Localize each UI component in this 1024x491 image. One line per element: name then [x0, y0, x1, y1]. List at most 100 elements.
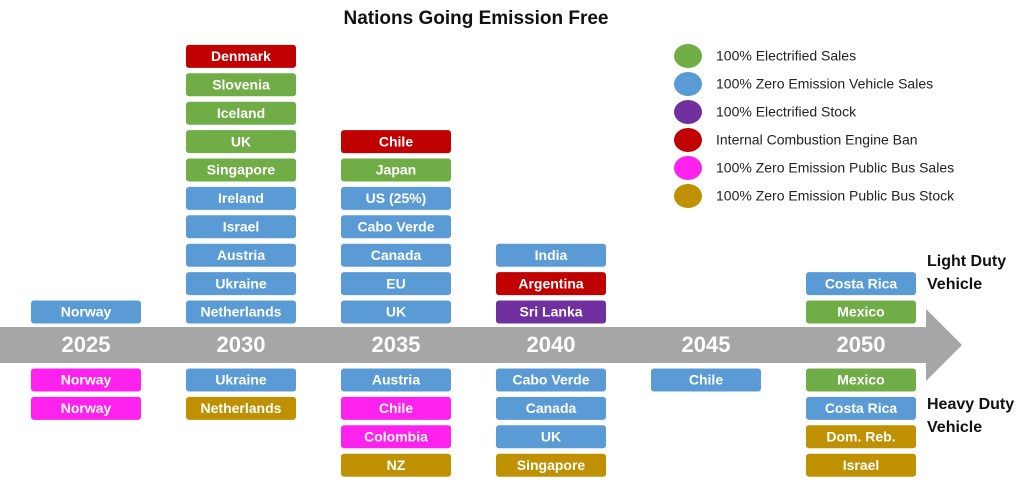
country-box	[186, 73, 296, 97]
country-box	[186, 101, 296, 125]
country-box	[496, 396, 606, 420]
country-box	[341, 368, 451, 392]
country-label: Israel	[843, 457, 880, 473]
country-label: UK	[231, 133, 251, 149]
country-box	[341, 186, 451, 210]
legend-label: 100% Zero Emission Public Bus Stock	[716, 188, 955, 204]
year-label: 2030	[217, 332, 266, 357]
country-label: Chile	[379, 400, 413, 416]
country-label: Chile	[379, 133, 413, 149]
country-label: Chile	[689, 372, 723, 388]
heavy-duty-label: Vehicle	[927, 419, 982, 436]
country-box	[806, 368, 916, 392]
country-box	[186, 300, 296, 324]
country-box	[341, 158, 451, 182]
country-label: Austria	[217, 247, 265, 263]
country-box	[806, 425, 916, 449]
country-box	[341, 396, 451, 420]
country-box	[341, 130, 451, 154]
country-label: US (25%)	[366, 190, 427, 206]
country-box	[496, 368, 606, 392]
country-box	[186, 396, 296, 420]
country-label: Norway	[61, 400, 112, 416]
country-label: Denmark	[211, 48, 271, 64]
legend-swatch	[674, 44, 702, 68]
country-box	[806, 300, 916, 324]
country-box	[496, 453, 606, 477]
country-label: UK	[386, 304, 406, 320]
legend-label: 100% Zero Emission Public Bus Sales	[716, 160, 954, 176]
country-box	[341, 300, 451, 324]
year-label: 2035	[372, 332, 421, 357]
country-box	[31, 368, 141, 392]
country-label: Sri Lanka	[519, 304, 582, 320]
country-label: Costa Rica	[825, 275, 898, 291]
country-label: Iceland	[217, 105, 265, 121]
country-box	[186, 130, 296, 154]
legend-label: 100% Zero Emission Vehicle Sales	[716, 76, 933, 92]
country-label: Cabo Verde	[512, 372, 589, 388]
country-label: Costa Rica	[825, 400, 898, 416]
country-label: Israel	[223, 219, 260, 235]
legend-swatch	[674, 128, 702, 152]
legend-swatch	[674, 100, 702, 124]
year-label: 2050	[837, 332, 886, 357]
legend-swatch	[674, 156, 702, 180]
country-box	[186, 243, 296, 267]
country-box	[186, 44, 296, 68]
country-box	[341, 215, 451, 239]
country-box	[496, 425, 606, 449]
country-label: Singapore	[207, 162, 276, 178]
country-label: Dom. Reb.	[826, 429, 895, 445]
country-label: Singapore	[517, 457, 586, 473]
country-box	[496, 272, 606, 296]
country-label: Mexico	[837, 372, 884, 388]
light-duty-label: Light Duty	[927, 253, 1006, 270]
country-box	[186, 272, 296, 296]
legend-label: 100% Electrified Stock	[716, 104, 857, 120]
country-label: Norway	[61, 372, 112, 388]
country-box	[341, 243, 451, 267]
legend-swatch	[674, 72, 702, 96]
country-box	[341, 425, 451, 449]
country-label: India	[535, 247, 568, 263]
year-label: 2045	[682, 332, 731, 357]
legend-swatch	[674, 184, 702, 208]
country-label: Colombia	[364, 429, 428, 445]
country-label: Ukraine	[215, 372, 267, 388]
country-label: Netherlands	[201, 400, 282, 416]
country-box	[186, 186, 296, 210]
year-label: 2025	[62, 332, 111, 357]
country-label: Netherlands	[201, 304, 282, 320]
legend-label: Internal Combustion Engine Ban	[716, 132, 918, 148]
country-label: Japan	[376, 162, 416, 178]
legend-label: 100% Electrified Sales	[716, 48, 856, 64]
country-label: Slovenia	[212, 77, 270, 93]
country-box	[186, 215, 296, 239]
title: Nations Going Emission Free	[344, 8, 609, 29]
country-label: Ireland	[218, 190, 264, 206]
country-box	[806, 396, 916, 420]
country-label: Cabo Verde	[357, 219, 434, 235]
country-box	[31, 300, 141, 324]
country-label: EU	[386, 275, 405, 291]
country-box	[186, 368, 296, 392]
country-box	[496, 243, 606, 267]
light-duty-label: Vehicle	[927, 276, 982, 293]
country-box	[341, 272, 451, 296]
country-label: NZ	[387, 457, 406, 473]
country-label: Ukraine	[215, 275, 267, 291]
country-box	[806, 453, 916, 477]
year-label: 2040	[527, 332, 576, 357]
timeline-arrow	[0, 309, 962, 381]
country-box	[651, 368, 761, 392]
country-box	[31, 396, 141, 420]
country-label: Mexico	[837, 304, 884, 320]
country-box	[496, 300, 606, 324]
country-label: Austria	[372, 372, 420, 388]
country-label: Norway	[61, 304, 112, 320]
country-label: Canada	[371, 247, 422, 263]
heavy-duty-label: Heavy Duty	[927, 396, 1014, 413]
country-box	[806, 272, 916, 296]
